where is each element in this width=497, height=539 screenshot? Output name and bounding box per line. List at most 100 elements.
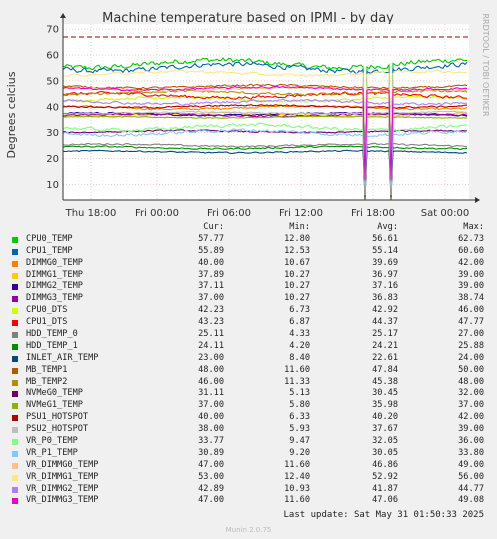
legend-max: 56.00 [458, 471, 484, 482]
legend-swatch [12, 343, 18, 350]
legend-swatch [12, 332, 18, 339]
legend-cur: 42.89 [198, 483, 224, 494]
legend-series-name: VR_P0_TEMP [26, 436, 78, 447]
legend-row: NVMeG1_TEMP 37.00 5.80 35.98 37.00 [12, 400, 496, 412]
legend-series-name: DIMMG0_TEMP [26, 257, 83, 268]
legend-cur: 57.77 [198, 233, 224, 244]
legend-avg: 30.45 [372, 388, 398, 399]
legend-min: 11.60 [284, 495, 310, 506]
legend-cur: 48.00 [198, 364, 224, 375]
legend-cur: 33.77 [198, 436, 224, 447]
munin-version: Munin 2.0.75 [225, 526, 272, 534]
series-line [62, 142, 468, 200]
series-line [62, 85, 468, 181]
series-line [62, 95, 468, 193]
series-line [63, 115, 467, 196]
legend-min: 6.73 [289, 305, 310, 316]
legend-cur: 37.89 [198, 269, 224, 280]
y-tick-label: 20 [46, 154, 59, 165]
legend-row: VR_DIMMG1_TEMP 53.00 12.40 52.92 56.00 [12, 472, 496, 484]
legend-swatch [12, 236, 18, 243]
series-line [62, 98, 468, 183]
legend-max: 36.00 [458, 436, 484, 447]
y-tick-label: 30 [46, 128, 59, 139]
legend-series-name: HDD_TEMP_1 [26, 340, 78, 351]
legend-avg: 24.21 [372, 340, 398, 351]
legend-max: 27.00 [458, 329, 484, 340]
legend-swatch [12, 308, 18, 315]
legend-row: DIMMG3_TEMP 37.00 10.27 36.83 38.74 [12, 293, 496, 305]
legend-swatch [12, 367, 18, 374]
legend-swatch [12, 450, 18, 457]
y-tick-label: 10 [46, 180, 59, 191]
legend-min: 10.93 [284, 483, 310, 494]
legend-swatch [12, 427, 18, 434]
legend-max: 24.00 [458, 352, 484, 363]
legend-avg: 47.84 [372, 364, 398, 375]
legend-row: VR_DIMMG0_TEMP 47.00 11.60 46.86 49.00 [12, 460, 496, 472]
plot-area [63, 24, 469, 200]
legend-row: VR_DIMMG2_TEMP 42.89 10.93 41.87 44.77 [12, 484, 496, 496]
legend-avg: 37.16 [372, 281, 398, 292]
legend-series-name: CPU1_TEMP [26, 245, 73, 256]
legend-swatch [12, 403, 18, 410]
legend-avg: 36.97 [372, 269, 398, 280]
legend-row: DIMMG0_TEMP 40.00 10.67 39.69 42.00 [12, 258, 496, 270]
legend-min: 6.33 [289, 412, 310, 423]
legend-min: 10.67 [284, 257, 310, 268]
legend-series-name: VR_DIMMG0_TEMP [26, 459, 99, 470]
series-line [62, 112, 468, 184]
legend-swatch [12, 355, 18, 362]
legend-series-name: VR_DIMMG1_TEMP [26, 471, 99, 482]
legend-cur: 37.00 [198, 400, 224, 411]
legend-avg: 42.92 [372, 305, 398, 316]
legend-row: MB_TEMP1 48.00 11.60 47.84 50.00 [12, 365, 496, 377]
y-axis-label: Degrees celcius [5, 71, 18, 158]
legend-row: INLET_AIR_TEMP 23.00 8.40 22.61 24.00 [12, 353, 496, 365]
legend-row: PSU2_HOTSPOT 38.00 5.93 37.67 39.00 [12, 424, 496, 436]
legend-series-name: CPU0_DTS [26, 305, 68, 316]
legend-series-name: VR_P1_TEMP [26, 447, 78, 458]
legend-avg: 22.61 [372, 352, 398, 363]
legend-max: 62.73 [458, 233, 484, 244]
legend-cur: 37.00 [198, 293, 224, 304]
series-line [62, 128, 468, 187]
legend-swatch [12, 272, 18, 279]
legend-cur: 42.23 [198, 305, 224, 316]
legend-min: 9.20 [289, 447, 310, 458]
legend-series-name: PSU2_HOTSPOT [26, 424, 89, 435]
legend-avg: 47.06 [372, 495, 398, 506]
legend-row: HDD_TEMP_1 24.11 4.20 24.21 25.88 [12, 341, 496, 353]
legend-row: DIMMG1_TEMP 37.89 10.27 36.97 39.00 [12, 270, 496, 282]
legend-cur: 24.11 [198, 340, 224, 351]
legend-avg: 35.98 [372, 400, 398, 411]
legend-max: 47.77 [458, 317, 484, 328]
legend-max: 39.00 [458, 281, 484, 292]
legend-min: 12.80 [284, 233, 310, 244]
legend-max: 48.00 [458, 376, 484, 387]
legend-max: 49.08 [458, 495, 484, 506]
legend-row: NVMeG0_TEMP 31.11 5.13 30.45 32.00 [12, 388, 496, 400]
legend-min: 11.33 [284, 376, 310, 387]
legend-swatch [12, 439, 18, 446]
legend-avg: 56.61 [372, 233, 398, 244]
legend-row: VR_P0_TEMP 33.77 9.47 32.05 36.00 [12, 436, 496, 448]
legend-avg: 30.05 [372, 447, 398, 458]
col-max: Max: [463, 222, 484, 232]
x-tick-label: Thu 18:00 [65, 208, 117, 219]
legend-avg: 52.92 [372, 471, 398, 482]
legend-cur: 37.11 [198, 281, 224, 292]
legend-series-name: DIMMG3_TEMP [26, 293, 83, 304]
x-tick-label: Fri 00:00 [135, 208, 179, 219]
legend-cur: 43.23 [198, 317, 224, 328]
series-line [62, 83, 468, 181]
legend-min: 5.93 [289, 424, 310, 435]
x-tick-label: Sat 00:00 [421, 208, 469, 219]
legend-cur: 53.00 [198, 471, 224, 482]
y-tick-label: 70 [46, 25, 59, 36]
legend-row: CPU0_DTS 42.23 6.73 42.92 46.00 [12, 305, 496, 317]
legend-max: 60.60 [458, 245, 484, 256]
legend-avg: 36.83 [372, 293, 398, 304]
axes: 10 20 30 40 50 60 70 Thu 18:00 Fri 00:00 Fri 06:0… [46, 13, 480, 219]
legend-series-name: VR_DIMMG2_TEMP [26, 483, 99, 494]
